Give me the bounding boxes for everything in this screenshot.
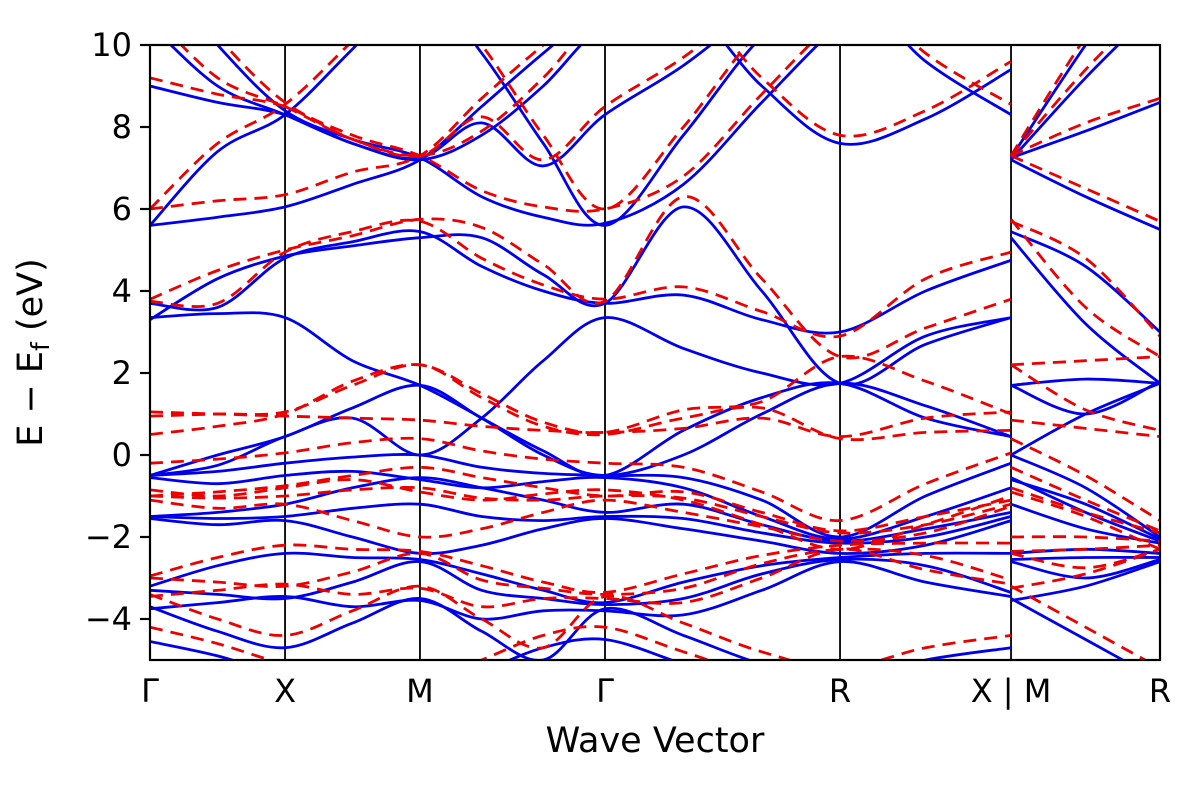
band-curve [150, 465, 1012, 533]
band-curve [223, 45, 812, 213]
band-curve [150, 218, 1012, 339]
band-curve [1009, 236, 1160, 385]
band-curve [150, 541, 1012, 594]
band-curve [150, 498, 1012, 543]
band-curve [150, 547, 1012, 596]
band-curve [1010, 453, 1160, 539]
y-tick-label: 4 [112, 272, 132, 310]
band-curve [1010, 543, 1160, 553]
band-curve [150, 436, 1012, 523]
y-tick-label: 0 [112, 436, 132, 474]
band-curve [150, 551, 1012, 605]
kpoint-label: M [406, 672, 434, 710]
band-curve [150, 453, 1012, 539]
band-curve [1009, 218, 1160, 358]
band-curve [1010, 547, 1160, 590]
band-curve [150, 195, 1012, 360]
kpoint-label: R [1149, 672, 1171, 710]
y-tick-label: −2 [85, 518, 132, 556]
band-curve [1010, 476, 1160, 543]
band-curve [150, 478, 1012, 551]
y-tick-label: 10 [91, 26, 132, 64]
band-curve [1009, 45, 1121, 161]
band-curve [215, 45, 820, 227]
band-curve [150, 469, 1012, 541]
band-curve [150, 45, 546, 211]
band-curve [150, 311, 1012, 477]
y-tick-label: 2 [112, 354, 132, 392]
y-tick-label: 6 [112, 190, 132, 228]
band-curve [150, 45, 556, 227]
y-axis-title: E − Ef (eV) [11, 258, 55, 447]
band-curve [150, 354, 1012, 436]
band-curve [150, 229, 1012, 335]
band-curve [150, 560, 1012, 621]
band-curve [1010, 437, 1160, 522]
band-curve [1010, 560, 1160, 602]
kpoint-label: Γ [596, 672, 614, 710]
band-curve [1010, 158, 1160, 231]
band-curve [1010, 535, 1160, 543]
band-curve [1009, 45, 1082, 157]
kpoint-label: X [274, 672, 296, 710]
y-tick-label: 8 [112, 108, 132, 146]
red-dashed-bands [150, 45, 1160, 660]
band-curve [1010, 377, 1160, 387]
band-curve [150, 45, 703, 162]
band-curve [150, 410, 1012, 439]
kpoint-label: X | M [971, 672, 1052, 710]
y-axis: 10 8 6 4 2 0 −2 −4 [85, 26, 150, 638]
band-curve [150, 363, 1012, 442]
band-curve [1010, 363, 1160, 432]
band-curve [1010, 379, 1160, 416]
band-curve [150, 485, 1012, 535]
band-curve [1010, 355, 1160, 367]
x-axis-title: Wave Vector [546, 721, 765, 761]
band-curve [179, 45, 1012, 158]
y-tick-label: −4 [85, 600, 132, 638]
band-curve [150, 547, 1012, 609]
kpoint-label: Γ [141, 672, 159, 710]
band-curve [1010, 558, 1160, 580]
band-curve [1010, 101, 1160, 160]
band-curve [150, 316, 1012, 477]
kpoint-label: R [829, 672, 851, 710]
band-curve [1010, 418, 1160, 438]
band-curve [150, 502, 1012, 545]
band-curve [150, 517, 1012, 556]
band-curve [1010, 486, 1160, 535]
band-curve [150, 597, 1012, 660]
band-curve [150, 45, 713, 168]
axes-frame [148, 43, 1162, 662]
band-curve [1010, 555, 1160, 561]
band-curve [1010, 597, 1126, 660]
band-curve [1009, 45, 1112, 157]
band-curve [1009, 45, 1088, 159]
kpoint-lines [284, 45, 1012, 660]
x-axis: Γ X M Γ R X | M R [141, 672, 1171, 710]
